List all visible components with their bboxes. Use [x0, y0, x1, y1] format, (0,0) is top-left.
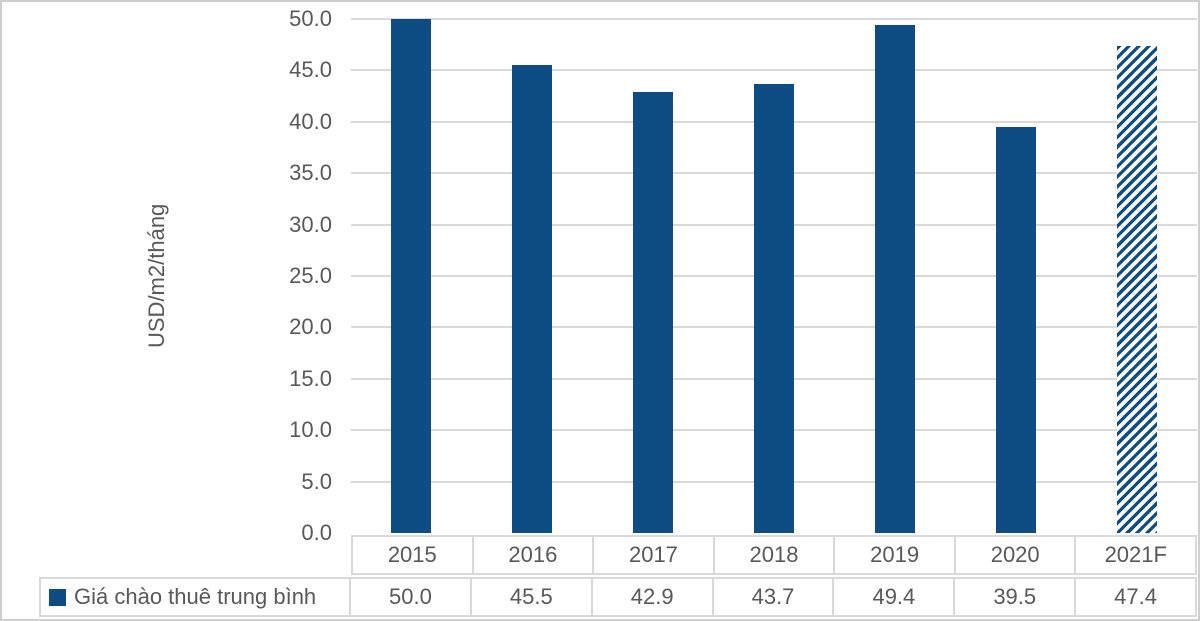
- bar-2019: [874, 25, 915, 533]
- x-axis-label-2021F: 2021F: [1074, 535, 1198, 575]
- data-table-value-2020: 39.5: [953, 577, 1077, 617]
- y-tick-label: 35.0: [289, 160, 332, 186]
- bar-column-2015: [351, 19, 472, 533]
- y-tick-label: 40.0: [289, 108, 332, 134]
- data-table-value-2018: 43.7: [711, 577, 835, 617]
- y-tick-label: 10.0: [289, 417, 332, 443]
- y-tick-label: 15.0: [289, 365, 332, 391]
- data-table-values: 50.0 45.5 42.9 43.7 49.4 39.5 47.4: [349, 577, 1198, 617]
- gridline: [351, 18, 1197, 20]
- bar-2020: [995, 126, 1036, 533]
- bar-2021F: [1116, 45, 1157, 533]
- bar-2017: [633, 92, 674, 533]
- y-tick-label: 25.0: [289, 263, 332, 288]
- data-table-value-2015: 50.0: [349, 577, 472, 617]
- data-table-value-2016: 45.5: [469, 577, 593, 617]
- legend-key-icon: [49, 588, 66, 606]
- bar-column-2021F: [1076, 19, 1197, 533]
- gridline: [351, 69, 1197, 72]
- y-tick-label: 30.0: [289, 211, 332, 237]
- data-table-value-2019: 49.4: [832, 577, 956, 617]
- legend-series-label: Giá chào thuê trung bình: [74, 584, 317, 609]
- y-tick-label: 0.0: [301, 520, 332, 545]
- y-axis: 50.0 45.0 40.0 35.0 30.0 25.0 20.0 15.0 10.0 5.0 0…: [2, 2, 332, 619]
- legend-cell: Giá chào thuê trung bình: [39, 577, 351, 617]
- x-axis-label-2018: 2018: [712, 535, 836, 575]
- x-axis-label-2020: 2020: [953, 535, 1077, 575]
- data-table-row: Giá chào thuê trung bình 50.0 45.5 42.9 43.…: [39, 577, 1198, 617]
- bar-column-2017: [593, 19, 714, 533]
- x-axis-label-2017: 2017: [592, 535, 715, 575]
- bar-2015: [391, 19, 432, 533]
- x-axis-labels-row: 2015 2016 2017 2018 2019 2020 2021F: [351, 535, 1198, 575]
- x-axis-label-2016: 2016: [471, 535, 595, 575]
- y-tick-label: 45.0: [289, 57, 332, 83]
- y-tick-label: 50.0: [289, 6, 332, 31]
- plot-area: [351, 18, 1197, 533]
- y-tick-label: 5.0: [301, 468, 332, 494]
- bar-column-2019: [834, 19, 955, 533]
- bar-column-2020: [955, 19, 1076, 533]
- bar-column-2018: [714, 19, 835, 533]
- bar-2016: [512, 65, 553, 533]
- x-axis-label-2019: 2019: [833, 535, 956, 575]
- data-table-value-2017: 42.9: [590, 577, 714, 617]
- bar-column-2016: [472, 19, 593, 533]
- data-table-value-2021F: 47.4: [1074, 577, 1198, 617]
- y-tick-label: 20.0: [289, 314, 332, 340]
- bars: [351, 19, 1197, 533]
- x-axis-label-2015: 2015: [351, 535, 474, 575]
- bar-2018: [754, 83, 794, 533]
